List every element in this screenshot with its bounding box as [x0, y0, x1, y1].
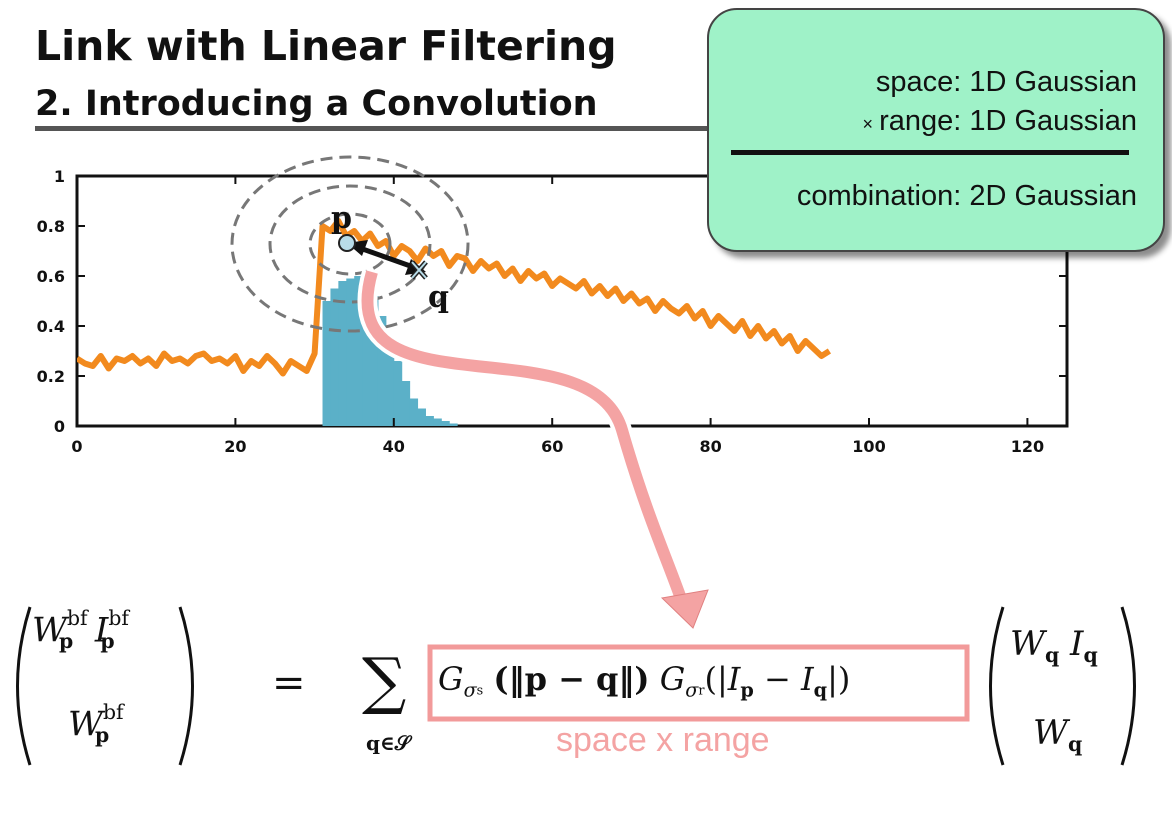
- x-tick-label: 120: [1011, 437, 1044, 456]
- gaussian-rings: [230, 155, 470, 333]
- outer-ring: [230, 155, 470, 333]
- point-q-label: q: [428, 280, 449, 315]
- callout-divider: [731, 150, 1129, 155]
- x-tick-label: 100: [852, 437, 885, 456]
- times-symbol: ×: [862, 114, 874, 134]
- rhs-right-paren: [1120, 606, 1136, 766]
- y-tick-label: 1: [54, 167, 65, 186]
- sum-index: q∈𝒮: [366, 731, 411, 755]
- title-underline: [35, 126, 735, 131]
- slide-subtitle: 2. Introducing a Convolution: [35, 84, 598, 124]
- weight-term: Gσs (‖p − q‖) Gσr(|Ip − Iq|): [438, 660, 851, 702]
- x-tick-label: 60: [541, 437, 563, 456]
- x-tick-label: 80: [699, 437, 721, 456]
- histogram-bar: [322, 301, 331, 426]
- pq-arrow: [356, 244, 417, 271]
- point-p-marker: [338, 234, 356, 252]
- histogram-bar: [441, 421, 450, 426]
- histogram-bar: [377, 316, 387, 426]
- sum-symbol: ∑: [362, 644, 407, 717]
- histogram-bar: [362, 281, 371, 426]
- rhs-top-entry: Wq Iq: [1010, 624, 1098, 668]
- point-p-label: p: [331, 201, 352, 236]
- x-tick-label: 0: [71, 437, 82, 456]
- inner-ring: [308, 212, 392, 276]
- x-tick-label: 40: [383, 437, 405, 456]
- arrow-head: [660, 589, 709, 629]
- weight-term-box: [427, 644, 970, 722]
- histogram-bar: [449, 423, 458, 426]
- callout-range-text: range: 1D Gaussian: [879, 105, 1137, 137]
- gaussian-callout: space: 1D Gaussian × range: 1D Gaussian c…: [707, 8, 1165, 252]
- y-tick-label: 0.4: [37, 317, 65, 336]
- histogram-bar: [354, 276, 363, 426]
- slide-title: Link with Linear Filtering: [35, 22, 617, 70]
- histogram-bar: [338, 281, 347, 426]
- curved-arrow: [361, 270, 691, 612]
- lhs-top-entry: Wbfp Ibfp: [32, 606, 129, 654]
- histogram-bar: [425, 416, 434, 426]
- histogram-bar: [409, 398, 419, 426]
- x-tick-label: 20: [224, 437, 246, 456]
- equals-sign: =: [272, 660, 306, 706]
- rhs-left-paren: [989, 606, 1005, 766]
- lhs-bottom-entry: Wbfp: [68, 700, 124, 748]
- lhs-left-paren: [16, 606, 32, 766]
- callout-space-line: space: 1D Gaussian: [875, 66, 1137, 98]
- space-range-label: space x range: [556, 721, 770, 759]
- callout-range-line: × range: 1D Gaussian: [863, 105, 1137, 138]
- y-tick-label: 0.2: [37, 367, 65, 386]
- histogram-bar: [385, 336, 395, 426]
- point-q-marker: [410, 260, 428, 280]
- callout-combination-line: combination: 2D Gaussian: [796, 180, 1137, 212]
- y-tick-label: 0.6: [37, 267, 65, 286]
- histogram-bar: [433, 418, 442, 426]
- histogram-bar: [330, 288, 339, 426]
- histogram-bar: [417, 408, 426, 426]
- histogram-bar: [346, 278, 355, 426]
- y-tick-label: 0: [54, 417, 65, 436]
- histogram-bar: [393, 361, 403, 426]
- histogram-bar: [370, 296, 379, 426]
- lhs-right-paren: [178, 606, 194, 766]
- histogram-bar: [401, 381, 411, 426]
- rhs-bottom-entry: Wq: [1033, 713, 1083, 757]
- signal-line: [77, 218, 832, 377]
- middle-ring: [268, 184, 432, 304]
- y-tick-label: 0.8: [37, 217, 65, 236]
